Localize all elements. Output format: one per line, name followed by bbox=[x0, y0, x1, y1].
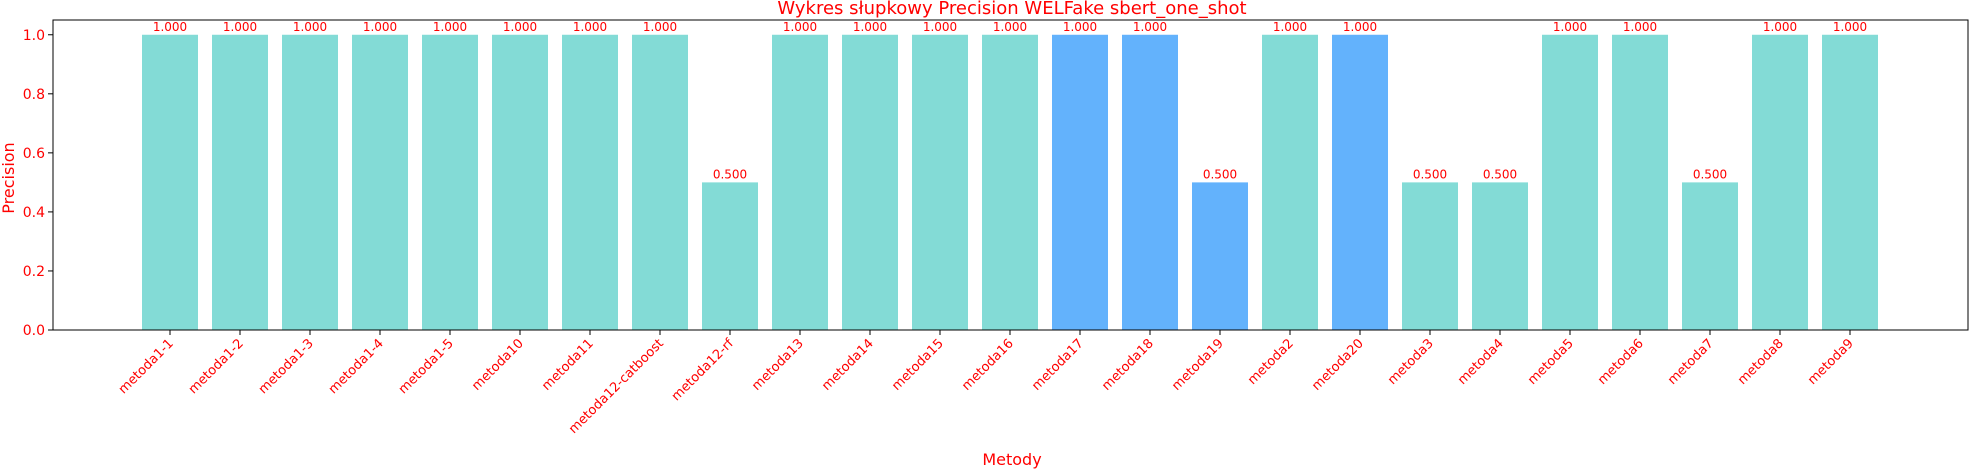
value-label-metoda5: 1.000 bbox=[1553, 20, 1587, 34]
bar-metoda20 bbox=[1332, 34, 1388, 331]
x-tick-label-metoda14: metoda14 bbox=[819, 336, 877, 394]
x-axis: metoda1-1 metoda1-2 metoda1-3 metoda1-4 meto… bbox=[116, 330, 1857, 437]
bar-metoda15 bbox=[912, 34, 968, 331]
value-label-metoda3: 0.500 bbox=[1413, 167, 1447, 181]
y-tick-label: 1.0 bbox=[23, 28, 45, 44]
bar-metoda12-catboost bbox=[632, 34, 688, 331]
bar-metoda1-2 bbox=[212, 34, 268, 331]
value-labels-layer: 1.000 1.000 1.000 1.000 1.000 1.000 1.000 1.000… bbox=[153, 20, 1867, 182]
x-tick-label-metoda1-4: metoda1-4 bbox=[326, 336, 387, 397]
value-label-metoda4: 0.500 bbox=[1483, 167, 1517, 181]
y-tick-label: 0.6 bbox=[23, 146, 45, 162]
y-axis: 0.0 0.2 0.4 0.6 0.8 1.0 bbox=[23, 28, 53, 339]
value-label-metoda19: 0.500 bbox=[1203, 167, 1237, 181]
y-axis-label: Precision bbox=[0, 142, 18, 213]
x-tick-label-metoda15: metoda15 bbox=[889, 336, 947, 394]
bar-metoda1-1 bbox=[142, 34, 198, 331]
value-label-metoda13: 1.000 bbox=[783, 20, 817, 34]
bar-metoda19 bbox=[1192, 182, 1248, 330]
value-label-metoda10: 1.000 bbox=[503, 20, 537, 34]
bar-metoda3 bbox=[1402, 182, 1458, 330]
x-tick-label-metoda11: metoda11 bbox=[539, 336, 597, 394]
x-tick-label-metoda1-5: metoda1-5 bbox=[396, 336, 457, 397]
x-tick-label-metoda1-2: metoda1-2 bbox=[186, 336, 247, 397]
bar-metoda7 bbox=[1682, 182, 1738, 330]
chart-title: Wykres słupkowy Precision WELFake sbert_… bbox=[777, 0, 1246, 19]
value-label-metoda12-catboost: 1.000 bbox=[643, 20, 677, 34]
value-label-metoda18: 1.000 bbox=[1133, 20, 1167, 34]
x-tick-label-metoda19: metoda19 bbox=[1169, 336, 1227, 394]
x-tick-label-metoda10: metoda10 bbox=[469, 336, 527, 394]
bar-metoda1-3 bbox=[282, 34, 338, 331]
value-label-metoda17: 1.000 bbox=[1063, 20, 1097, 34]
x-tick-label-metoda8: metoda8 bbox=[1735, 336, 1787, 388]
x-tick-label-metoda18: metoda18 bbox=[1099, 336, 1157, 394]
value-label-metoda1-4: 1.000 bbox=[363, 20, 397, 34]
bar-metoda4 bbox=[1472, 182, 1528, 330]
x-axis-label: Metody bbox=[982, 450, 1041, 469]
value-label-metoda9: 1.000 bbox=[1833, 20, 1867, 34]
bars-layer bbox=[142, 34, 1878, 331]
y-tick-label: 0.0 bbox=[23, 323, 45, 339]
bar-metoda9 bbox=[1822, 34, 1878, 331]
x-tick-label-metoda12-rf: metoda12-rf bbox=[669, 336, 737, 404]
value-label-metoda1-2: 1.000 bbox=[223, 20, 257, 34]
bar-metoda5 bbox=[1542, 34, 1598, 331]
bar-metoda11 bbox=[562, 34, 618, 331]
x-tick-label-metoda6: metoda6 bbox=[1595, 336, 1647, 388]
value-label-metoda1-1: 1.000 bbox=[153, 20, 187, 34]
value-label-metoda2: 1.000 bbox=[1273, 20, 1307, 34]
value-label-metoda15: 1.000 bbox=[923, 20, 957, 34]
value-label-metoda16: 1.000 bbox=[993, 20, 1027, 34]
plot-frame bbox=[52, 19, 1969, 331]
y-tick-label: 0.8 bbox=[23, 87, 45, 103]
bar-metoda14 bbox=[842, 34, 898, 331]
x-tick-label-metoda9: metoda9 bbox=[1805, 336, 1857, 388]
x-tick-label-metoda4: metoda4 bbox=[1455, 336, 1507, 388]
bar-metoda13 bbox=[772, 34, 828, 331]
bar-metoda2 bbox=[1262, 34, 1318, 331]
value-label-metoda1-5: 1.000 bbox=[433, 20, 467, 34]
bar-metoda8 bbox=[1752, 34, 1808, 331]
value-label-metoda8: 1.000 bbox=[1763, 20, 1797, 34]
value-label-metoda1-3: 1.000 bbox=[293, 20, 327, 34]
value-label-metoda6: 1.000 bbox=[1623, 20, 1657, 34]
x-tick-label-metoda17: metoda17 bbox=[1029, 336, 1087, 394]
bar-metoda1-4 bbox=[352, 34, 408, 331]
bar-metoda1-5 bbox=[422, 34, 478, 331]
x-tick-label-metoda1-1: metoda1-1 bbox=[116, 336, 177, 397]
bar-metoda12-rf bbox=[702, 182, 758, 330]
bar-metoda16 bbox=[982, 34, 1038, 331]
bar-metoda17 bbox=[1052, 34, 1108, 331]
x-tick-label-metoda5: metoda5 bbox=[1525, 336, 1577, 388]
y-tick-label: 0.4 bbox=[23, 205, 45, 221]
bar-metoda18 bbox=[1122, 34, 1178, 331]
x-tick-label-metoda16: metoda16 bbox=[959, 336, 1017, 394]
x-tick-label-metoda2: metoda2 bbox=[1245, 336, 1297, 388]
value-label-metoda7: 0.500 bbox=[1693, 167, 1727, 181]
x-tick-label-metoda7: metoda7 bbox=[1665, 336, 1717, 388]
x-tick-label-metoda20: metoda20 bbox=[1309, 336, 1367, 394]
x-tick-label-metoda1-3: metoda1-3 bbox=[256, 336, 317, 397]
value-label-metoda11: 1.000 bbox=[573, 20, 607, 34]
value-label-metoda20: 1.000 bbox=[1343, 20, 1377, 34]
bar-metoda6 bbox=[1612, 34, 1668, 331]
bar-metoda10 bbox=[492, 34, 548, 331]
value-label-metoda12-rf: 0.500 bbox=[713, 167, 747, 181]
value-label-metoda14: 1.000 bbox=[853, 20, 887, 34]
x-tick-label-metoda13: metoda13 bbox=[749, 336, 807, 394]
x-tick-label-metoda3: metoda3 bbox=[1385, 336, 1437, 388]
y-tick-label: 0.2 bbox=[23, 264, 45, 280]
